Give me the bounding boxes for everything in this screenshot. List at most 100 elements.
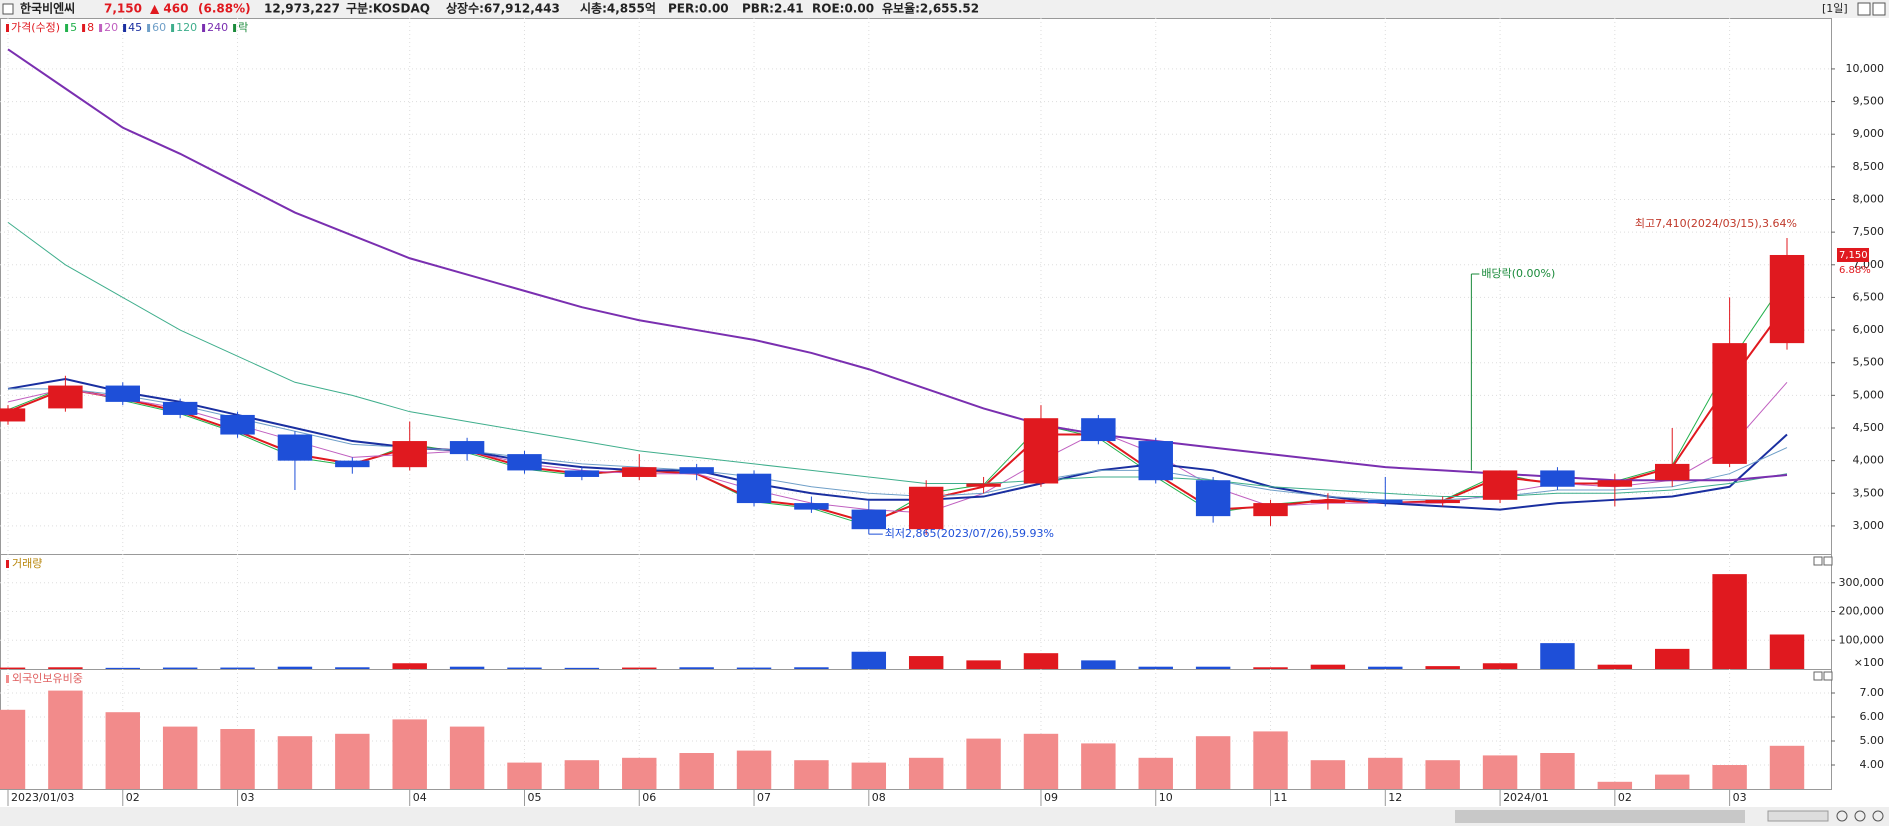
bar <box>277 736 313 789</box>
legend-label: 가격(수정) <box>11 21 60 34</box>
market-cap: 시총:4,855억 <box>580 1 656 16</box>
pbr: PBR:2.41 <box>742 2 804 16</box>
y-tick-label: 6.00 <box>1860 710 1885 723</box>
bar <box>1138 757 1173 789</box>
x-tick-label: 03 <box>1733 791 1747 804</box>
panel-title: 거래량 <box>12 557 42 570</box>
candle-body <box>1138 441 1173 481</box>
bar <box>1597 664 1633 669</box>
legend-label: 240 <box>207 21 228 34</box>
candle-body <box>277 434 313 461</box>
candle-body <box>1655 463 1690 481</box>
panel-close <box>1823 671 1833 681</box>
legend-swatch <box>202 24 206 32</box>
bar <box>1310 760 1346 789</box>
candle-body <box>105 385 140 402</box>
y-tick-label: 5,500 <box>1853 356 1885 369</box>
bar <box>1310 664 1346 669</box>
zoom-slider[interactable] <box>1767 810 1829 822</box>
candle-body <box>162 401 198 415</box>
legend-swatch <box>82 24 86 32</box>
bar <box>1712 765 1747 789</box>
bar <box>507 762 542 789</box>
panel-legend-swatch <box>6 560 9 568</box>
legend-swatch <box>233 24 237 32</box>
maximize-button[interactable] <box>1857 2 1871 16</box>
candle-body <box>1425 499 1460 504</box>
bar <box>162 667 198 669</box>
x-tick-label: 02 <box>1618 791 1632 804</box>
zoom-reset[interactable] <box>1872 810 1884 822</box>
change-pct: (6.88%) <box>198 2 251 16</box>
bar <box>1769 634 1805 669</box>
y-tick-label: 9,500 <box>1853 95 1885 108</box>
x-tick-label: 03 <box>241 791 255 804</box>
bar <box>736 667 772 669</box>
y-tick-label: 4.00 <box>1860 758 1885 771</box>
bar <box>564 667 600 669</box>
zoom-in[interactable] <box>1836 810 1848 822</box>
y-tick-label: 10,000 <box>1846 62 1885 75</box>
bar <box>220 667 255 669</box>
x-tick-label: 02 <box>126 791 140 804</box>
period-button[interactable]: [1일] <box>1822 1 1848 15</box>
legend-swatch <box>6 24 9 32</box>
x-tick-label: 2024/01 <box>1503 791 1549 804</box>
bar <box>1023 733 1059 789</box>
bar <box>0 709 26 789</box>
legend-label: 5 <box>70 21 77 34</box>
candle-body <box>736 473 772 504</box>
bar <box>1769 745 1805 789</box>
y-tick-label: 200,000 <box>1839 605 1885 618</box>
candle-body <box>335 460 370 468</box>
per: PER:0.00 <box>668 2 729 16</box>
x-tick-label: 09 <box>1044 791 1058 804</box>
x-tick-label: 08 <box>872 791 886 804</box>
x-tick-label: 07 <box>757 791 771 804</box>
bar <box>908 656 944 669</box>
bar <box>1023 653 1059 669</box>
bar <box>162 726 198 789</box>
legend-label: 60 <box>152 21 166 34</box>
bar <box>794 760 829 789</box>
legend-swatch <box>171 24 175 32</box>
y-tick-label: 5,000 <box>1853 388 1885 401</box>
bar <box>1655 774 1690 789</box>
ma-line <box>7 378 1788 511</box>
x-tick-label: 06 <box>642 791 656 804</box>
close-button[interactable] <box>1872 2 1886 16</box>
price-tag-label: 7,150 <box>1839 250 1868 261</box>
scrollbar[interactable] <box>0 807 1889 826</box>
bar <box>622 667 657 669</box>
candle-body <box>507 454 542 471</box>
dividend-note: 배당락(0.00%) <box>1481 267 1555 280</box>
panel-legend-swatch <box>6 675 9 683</box>
checkbox[interactable] <box>2 3 14 15</box>
legend-swatch <box>123 24 127 32</box>
zoom-out[interactable] <box>1854 810 1866 822</box>
legend-label: 45 <box>128 21 142 34</box>
bar <box>449 726 485 789</box>
reserve: 유보율:2,655.52 <box>882 2 979 16</box>
panel-title: 외국인보유비중 <box>12 672 83 685</box>
candle-body <box>908 486 944 530</box>
panel-max <box>1813 671 1823 681</box>
candle-body <box>1023 418 1059 484</box>
y-tick-label: 9,000 <box>1853 127 1885 140</box>
bar <box>105 712 140 789</box>
bar <box>1425 666 1460 669</box>
candle-body <box>449 441 485 455</box>
bar <box>1540 643 1575 669</box>
candle-body <box>794 503 829 510</box>
candle-body <box>0 408 26 422</box>
scroll-thumb[interactable] <box>1455 810 1745 823</box>
roe: ROE:0.00 <box>812 2 874 16</box>
candle-body <box>966 483 1001 487</box>
candle-body <box>48 385 83 409</box>
y-tick-label: 6,000 <box>1853 323 1885 336</box>
bar <box>1597 781 1633 789</box>
y-tick-label: 4,000 <box>1853 454 1885 467</box>
x-tick-label: 11 <box>1274 791 1288 804</box>
panel-max <box>1813 556 1823 566</box>
